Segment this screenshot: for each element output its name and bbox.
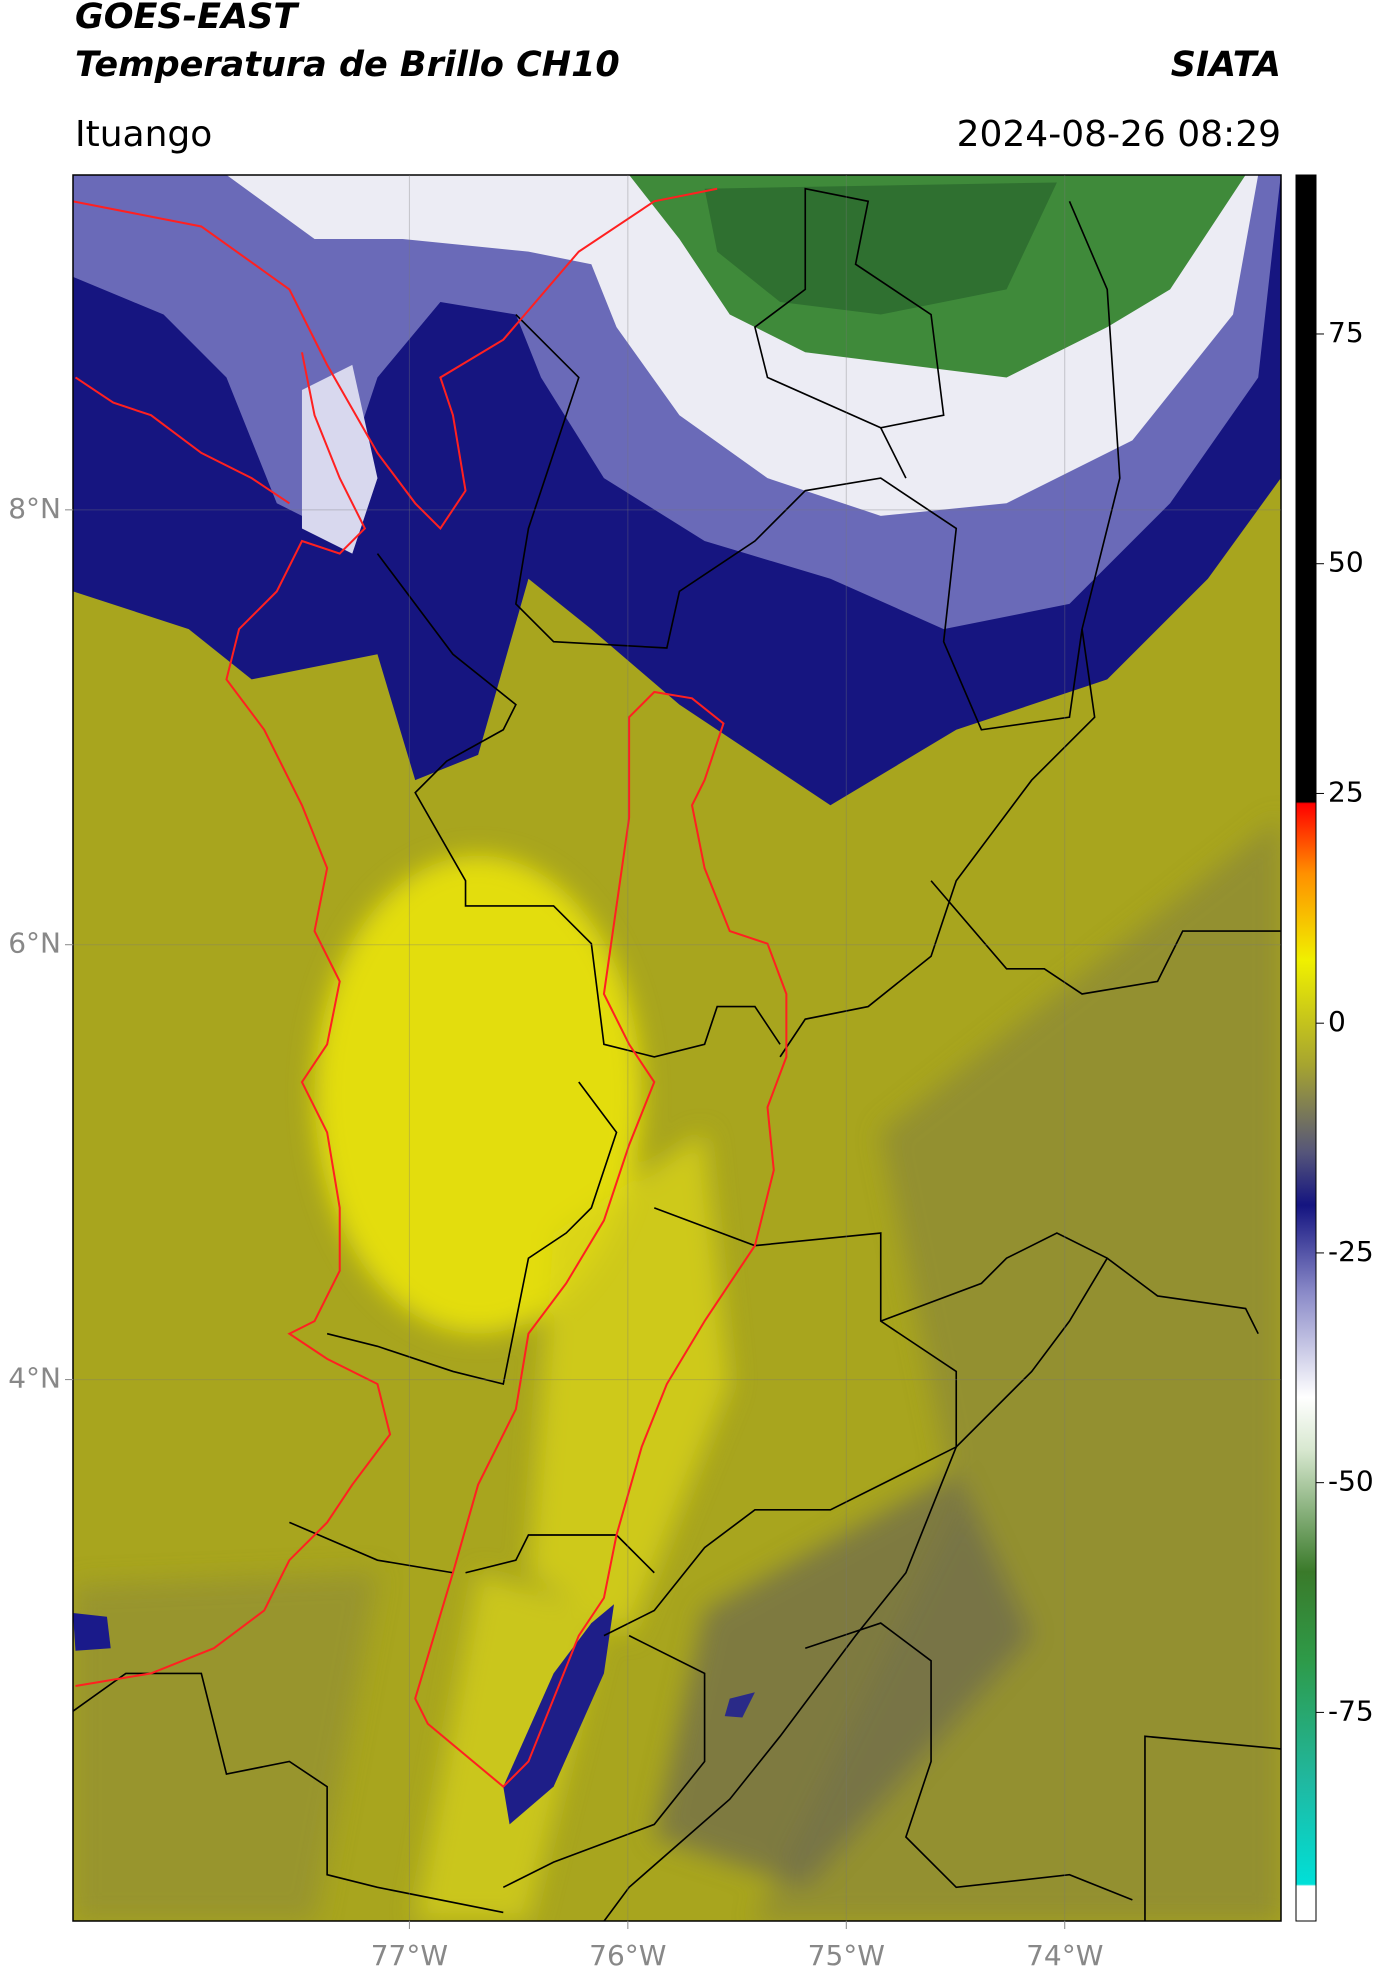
- colorbar-label: 50: [1328, 546, 1364, 579]
- colorbar-label: 25: [1328, 775, 1364, 808]
- subtitle: Temperatura de Brillo CH10: [75, 45, 620, 85]
- x-tick-label: 74°W: [1026, 1939, 1103, 1972]
- satellite-image: [73, 175, 1281, 1921]
- y-tick-label: 8°N: [8, 492, 61, 525]
- datetime: 2024-08-26 08:29: [957, 114, 1281, 155]
- colorbar-label: 0: [1328, 1005, 1346, 1038]
- y-tick-label: 6°N: [8, 927, 61, 960]
- brand: SIATA: [1171, 45, 1281, 85]
- colorbar-label: -75: [1328, 1694, 1374, 1727]
- title: GOES-EAST: [75, 0, 300, 37]
- x-tick-label: 77°W: [371, 1939, 448, 1972]
- colorbar: [1295, 174, 1317, 1922]
- location: Ituango: [75, 114, 212, 155]
- y-tick-label: 4°N: [8, 1362, 61, 1395]
- map-frame: [72, 174, 1282, 1922]
- x-tick-label: 75°W: [808, 1939, 885, 1972]
- colorbar-label: -50: [1328, 1465, 1374, 1498]
- x-tick-label: 76°W: [589, 1939, 666, 1972]
- colorbar-label: 75: [1328, 316, 1364, 349]
- colorbar-label: -25: [1328, 1235, 1374, 1268]
